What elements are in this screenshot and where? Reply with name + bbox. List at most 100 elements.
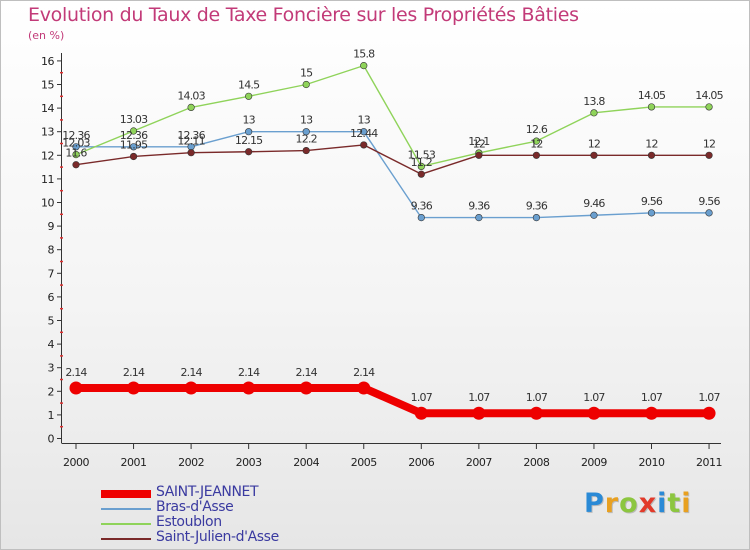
data-label-bras-d-asse: 12.36 (120, 129, 148, 142)
y-tick-label: 16 (41, 55, 54, 68)
data-point-estoublon (590, 109, 598, 117)
logo-letter: r (604, 488, 620, 519)
data-point-estoublon (245, 92, 253, 100)
y-tick-label: 12 (41, 149, 54, 162)
data-label-bras-d-asse: 13 (300, 114, 313, 127)
x-tick-label: 2009 (581, 456, 607, 469)
data-label-bras-d-asse: 9.36 (468, 200, 490, 213)
data-point-bras-d-asse (417, 214, 425, 222)
y-tick-label: 1 (48, 409, 55, 422)
legend-swatch-saint-jeannet (101, 490, 151, 498)
data-point-saint-jeannet (184, 381, 198, 395)
data-point-saint-julien-d-asse (245, 148, 253, 156)
data-point-estoublon (532, 137, 541, 145)
data-point-saint-jeannet (702, 406, 716, 420)
data-label-bras-d-asse: 9.46 (583, 197, 605, 210)
logo-letter: i (681, 488, 692, 519)
data-point-bras-d-asse (245, 128, 253, 136)
x-tick-label: 2011 (696, 456, 722, 469)
x-tick-label: 2002 (178, 456, 204, 469)
data-label-saint-julien-d-asse: 12.11 (177, 135, 205, 148)
x-tick-label: 2007 (466, 456, 492, 469)
data-point-saint-julien-d-asse (532, 151, 541, 159)
data-label-saint-jeannet: 1.07 (698, 391, 720, 404)
x-tick-label: 2005 (351, 456, 377, 469)
data-label-estoublon: 15 (300, 67, 313, 80)
data-point-estoublon (360, 62, 368, 70)
data-label-saint-julien-d-asse: 12.15 (235, 134, 263, 147)
data-label-saint-julien-d-asse: 11.6 (65, 147, 87, 160)
data-point-saint-julien-d-asse (360, 141, 368, 149)
x-tick-label: 2000 (63, 456, 89, 469)
chart-title: Evolution du Taux de Taxe Foncière sur l… (28, 4, 579, 26)
data-point-bras-d-asse (532, 214, 541, 222)
data-label-saint-jeannet: 2.14 (296, 366, 318, 379)
y-tick-label: 4 (48, 338, 55, 351)
data-label-bras-d-asse: 12.36 (62, 129, 90, 142)
data-label-saint-julien-d-asse: 11.95 (120, 138, 148, 151)
data-label-saint-julien-d-asse: 12.2 (296, 133, 317, 146)
data-label-saint-julien-d-asse: 12 (530, 137, 542, 150)
series-line-saint-jeannet (72, 383, 714, 418)
logo-letter: t (667, 488, 682, 519)
data-label-saint-julien-d-asse: 12 (645, 137, 657, 150)
data-label-bras-d-asse: 12.36 (177, 129, 205, 142)
data-label-saint-jeannet: 2.14 (65, 366, 87, 379)
data-point-saint-julien-d-asse (475, 151, 483, 159)
data-label-estoublon: 12.1 (468, 135, 489, 148)
y-tick-label: 15 (41, 79, 54, 92)
data-point-saint-julien-d-asse (705, 151, 713, 159)
logo-letter: P (584, 488, 605, 519)
data-point-bras-d-asse (302, 128, 310, 136)
data-label-saint-jeannet: 2.14 (180, 366, 202, 379)
y-tick-label: 6 (48, 291, 55, 304)
logo-letter: x (638, 488, 658, 519)
y-tick-label: 14 (41, 102, 54, 115)
y-tick-label: 0 (48, 433, 55, 446)
data-point-estoublon (129, 127, 138, 135)
data-label-estoublon: 14.03 (177, 89, 205, 102)
data-label-saint-jeannet: 1.07 (583, 391, 605, 404)
series-line-estoublon (75, 64, 710, 168)
proxiti-logo: Proxiti (584, 488, 692, 519)
data-point-saint-julien-d-asse (590, 151, 598, 159)
data-point-bras-d-asse (72, 143, 80, 151)
data-label-estoublon: 14.05 (695, 89, 723, 102)
data-point-saint-jeannet (242, 381, 256, 395)
data-label-saint-jeannet: 2.14 (353, 366, 375, 379)
data-point-saint-jeannet (645, 406, 658, 420)
data-label-saint-julien-d-asse: 12 (473, 137, 485, 150)
data-point-bras-d-asse (647, 209, 656, 217)
y-tick-label: 3 (48, 362, 55, 375)
data-point-saint-julien-d-asse (72, 161, 80, 169)
data-point-bras-d-asse (475, 214, 483, 222)
legend-swatch-estoublon (101, 523, 151, 525)
data-point-saint-julien-d-asse (417, 170, 425, 178)
y-tick-label: 8 (48, 244, 55, 257)
data-point-saint-jeannet (587, 406, 601, 420)
data-label-bras-d-asse: 9.36 (411, 200, 433, 213)
x-tick-label: 2008 (523, 456, 549, 469)
legend-label-saint-jeannet: SAINT-JEANNET (156, 484, 259, 500)
y-tick-label: 2 (48, 385, 55, 398)
series-line-bras-d-asse (75, 130, 710, 219)
data-label-bras-d-asse: 9.56 (698, 195, 720, 208)
data-label-estoublon: 11.53 (408, 148, 436, 161)
data-point-bras-d-asse (705, 209, 713, 217)
data-point-saint-jeannet (69, 381, 83, 395)
data-point-saint-jeannet (414, 406, 428, 420)
data-point-saint-jeannet (357, 381, 371, 395)
x-tick-label: 2003 (236, 456, 262, 469)
data-label-saint-jeannet: 1.07 (526, 391, 548, 404)
legend-swatch-saint-julien-d-asse (101, 538, 151, 540)
data-label-estoublon: 14.05 (638, 89, 666, 102)
data-label-saint-jeannet: 1.07 (468, 391, 490, 404)
data-point-saint-jeannet (127, 381, 141, 395)
legend-label-bras-d-asse: Bras-d'Asse (156, 499, 234, 515)
x-tick-label: 2006 (408, 456, 434, 469)
y-tick-label: 13 (41, 126, 54, 139)
data-label-bras-d-asse: 13 (358, 114, 371, 127)
data-label-saint-julien-d-asse: 12 (588, 137, 600, 150)
legend-label-saint-julien-d-asse: Saint-Julien-d'Asse (156, 529, 279, 545)
data-label-estoublon: 13.03 (120, 113, 148, 126)
